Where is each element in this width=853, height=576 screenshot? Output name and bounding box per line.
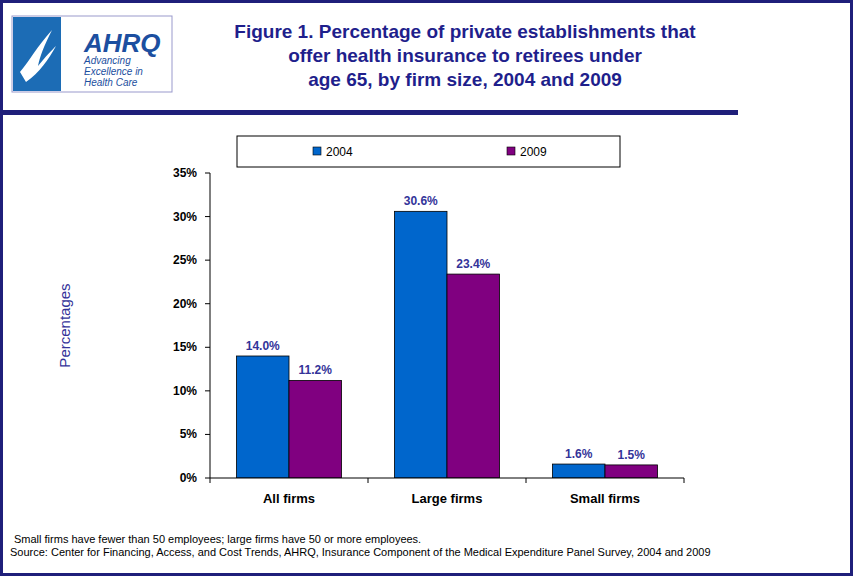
note: Source: Center for Financing, Access, an… [10, 546, 711, 558]
data-label: 14.0% [246, 339, 280, 353]
y-tick-label: 10% [173, 384, 197, 398]
bar [605, 465, 658, 478]
logo: AHRQAdvancingExcellence inHealth Care [12, 16, 172, 92]
text-line: age 65, by firm size, 2004 and 2009 [308, 69, 622, 90]
text-line: Health Care [84, 77, 138, 88]
data-label: 23.4% [456, 257, 490, 271]
text-line: Advancing [83, 55, 131, 66]
bar [289, 380, 342, 478]
y-tick-label: 35% [173, 166, 197, 180]
y-axis [210, 173, 211, 478]
bar [236, 356, 289, 478]
x-tick [526, 478, 527, 483]
chart: AHRQAdvancingExcellence inHealth Care Fig… [0, 0, 853, 576]
data-labels: 14.0% 11.2% 30.6% 23.4% 1.6% 1.5% [246, 194, 646, 462]
data-label: 30.6% [404, 194, 438, 208]
logo-tagline: AdvancingExcellence inHealth Care [83, 55, 143, 88]
header-bar [0, 110, 738, 115]
note: Small firms have fewer than 50 employees… [14, 533, 421, 545]
legend-label: 2009 [520, 145, 547, 159]
legend-label: 2004 [326, 145, 353, 159]
logo-name: AHRQ [83, 28, 161, 58]
x-tick [684, 478, 685, 483]
bar [394, 211, 447, 478]
text-line: offer health insurance to retirees under [288, 45, 642, 66]
y-tick [205, 260, 210, 261]
bar [447, 274, 500, 478]
legend-swatch [507, 147, 515, 155]
bar [552, 464, 605, 478]
x-tick-label: Large firms [412, 491, 483, 506]
y-tick-label: 15% [173, 340, 197, 354]
y-tick-label: 25% [173, 253, 197, 267]
y-tick-label: 20% [173, 297, 197, 311]
text-line: Excellence in [84, 66, 143, 77]
x-tick [210, 478, 211, 483]
y-tick [205, 303, 210, 304]
y-tick [205, 216, 210, 217]
logo-box [12, 16, 172, 92]
y-tick [205, 347, 210, 348]
data-label: 1.5% [618, 448, 646, 462]
title: Figure 1. Percentage of private establis… [234, 21, 696, 90]
bars [236, 211, 657, 478]
legend-swatch [313, 147, 321, 155]
x-tick-label: Small firms [570, 491, 640, 506]
x-axis [210, 478, 684, 479]
y-axis-label: Percentages [56, 283, 73, 367]
hhs-emblem [13, 17, 61, 91]
y-tick [205, 173, 210, 174]
y-tick [205, 434, 210, 435]
text-line: Figure 1. Percentage of private establis… [234, 21, 696, 42]
x-tick-label: All firms [263, 491, 315, 506]
x-tick [368, 478, 369, 483]
legend-box [237, 136, 620, 167]
data-label: 1.6% [565, 447, 593, 461]
y-tick-label: 5% [180, 427, 198, 441]
y-tick-label: 0% [180, 471, 198, 485]
y-tick [205, 390, 210, 391]
frame [2, 2, 852, 575]
y-tick-label: 30% [173, 210, 197, 224]
y-tick [205, 478, 210, 479]
hhs-eagle [20, 30, 56, 82]
data-label: 11.2% [299, 363, 333, 377]
legend: 2004 2009 [237, 136, 620, 167]
